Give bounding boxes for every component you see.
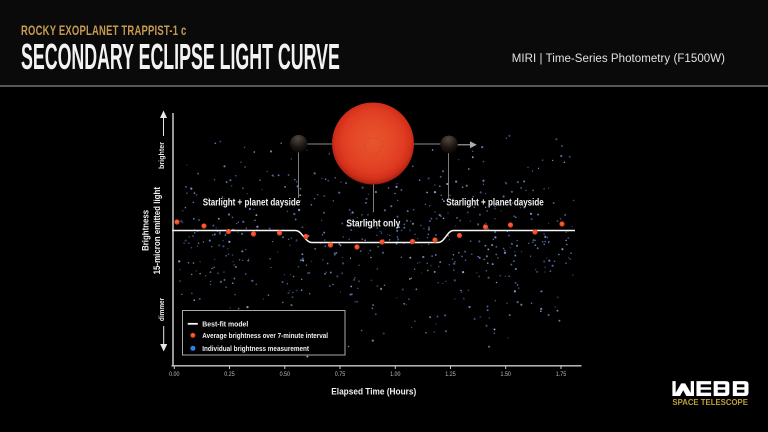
svg-text:1.75: 1.75 xyxy=(556,371,567,378)
svg-text:0.00: 0.00 xyxy=(169,371,180,378)
svg-text:Elapsed Time (Hours): Elapsed Time (Hours) xyxy=(331,385,416,396)
svg-text:1.50: 1.50 xyxy=(501,371,512,378)
svg-text:15-micron emitted light: 15-micron emitted light xyxy=(152,186,163,274)
svg-text:Starlight only: Starlight only xyxy=(346,217,400,229)
svg-text:0.50: 0.50 xyxy=(280,371,291,378)
svg-text:0.75: 0.75 xyxy=(335,371,346,378)
svg-text:1.25: 1.25 xyxy=(445,371,456,378)
svg-text:0.25: 0.25 xyxy=(224,371,235,378)
svg-text:Average brightness over 7-minu: Average brightness over 7-minute interva… xyxy=(202,331,328,340)
svg-text:Best-fit model: Best-fit model xyxy=(202,319,248,328)
svg-text:Brightness: Brightness xyxy=(141,210,152,251)
svg-text:Starlight + planet dayside: Starlight + planet dayside xyxy=(446,198,544,209)
svg-text:SPACE TELESCOPE: SPACE TELESCOPE xyxy=(672,398,748,407)
svg-text:Individual brightness measurem: Individual brightness measurement xyxy=(202,344,309,353)
svg-text:Starlight + planet dayside: Starlight + planet dayside xyxy=(203,198,301,209)
svg-text:dimmer: dimmer xyxy=(157,298,166,321)
svg-text:brighter: brighter xyxy=(157,142,166,169)
svg-text:1.00: 1.00 xyxy=(390,371,401,378)
